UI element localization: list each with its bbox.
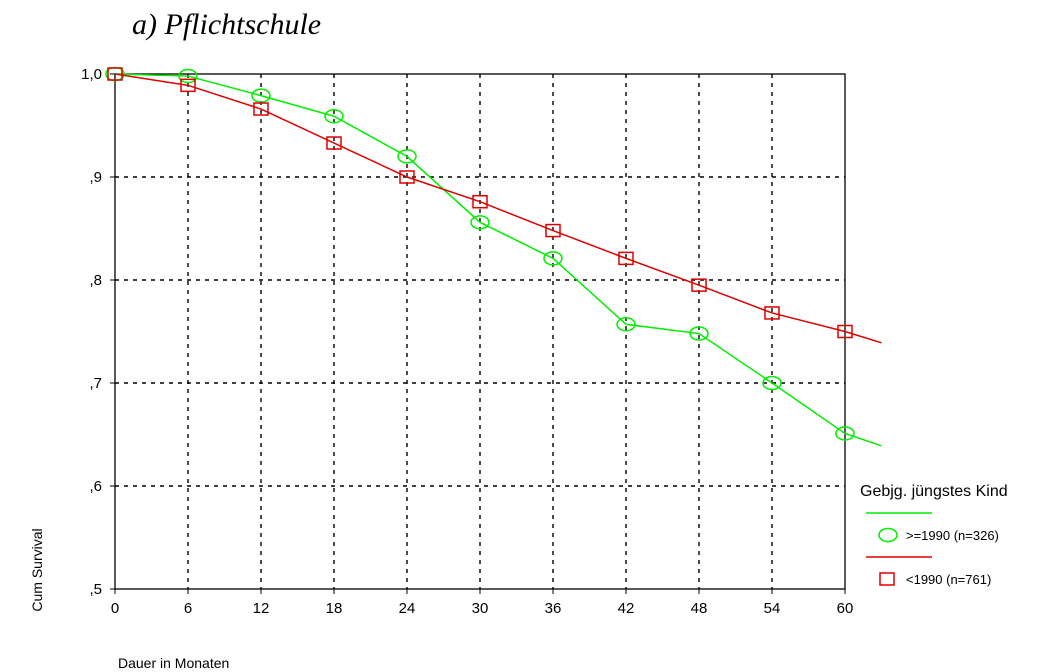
legend-label: >=1990 (n=326) [906, 528, 999, 543]
data-point-circle [543, 251, 563, 266]
x-tick-label: 30 [472, 600, 489, 617]
data-point-square [691, 278, 707, 292]
x-tick-label: 18 [326, 600, 343, 617]
data-point-square [253, 102, 269, 116]
y-axis-title: Cum Survival [29, 528, 45, 611]
y-tick-label: ,7 [89, 375, 102, 392]
x-tick-label: 48 [691, 600, 708, 617]
series-line [114, 73, 882, 344]
x-axis-title: Dauer in Monaten [118, 655, 229, 671]
data-point-circle [835, 426, 855, 441]
x-tick-label: 54 [764, 600, 781, 617]
data-point-circle [178, 68, 198, 84]
series-line [114, 73, 882, 447]
data-point-square [180, 78, 196, 93]
y-tick-label: ,9 [89, 169, 102, 186]
data-point-square [764, 306, 780, 320]
x-tick-label: 24 [399, 600, 416, 617]
data-point-circle [689, 326, 709, 341]
data-point-circle [470, 215, 490, 230]
y-tick-label: ,6 [89, 478, 102, 495]
y-tick-label: 1,0 [81, 66, 102, 83]
data-point-square [618, 251, 634, 266]
data-point-circle [616, 317, 636, 332]
data-point-circle [251, 88, 271, 103]
y-tick-label: ,8 [89, 272, 102, 289]
data-point-circle [762, 375, 782, 391]
x-tick-label: 12 [253, 600, 270, 617]
legend-label: <1990 (n=761) [906, 572, 991, 587]
legend: Gebjg. jüngstes Kind >=1990 (n=326) <1990… [860, 483, 1008, 587]
y-tick-labels: ,5 ,6 ,7 ,8 ,9 1,0 [81, 66, 115, 598]
data-point-circle [324, 108, 344, 124]
series-layer [105, 66, 882, 447]
series-ge1990 [105, 66, 882, 447]
data-point-square [545, 223, 561, 238]
x-tick-label: 60 [837, 600, 854, 617]
x-tick-label: 0 [111, 600, 119, 617]
x-tick-label: 6 [184, 600, 192, 617]
data-point-square [326, 136, 342, 150]
legend-marker-circle [878, 527, 898, 543]
data-point-square [837, 324, 853, 339]
series-lt1990 [107, 67, 882, 344]
x-tick-labels: 0 6 12 18 24 30 36 42 48 54 60 [111, 589, 854, 617]
y-tick-label: ,5 [89, 581, 102, 598]
plot-frame [114, 73, 846, 590]
legend-title: Gebjg. jüngstes Kind [860, 483, 1008, 500]
chart-title: a) Pflichtschule [132, 8, 322, 41]
grid-lines [115, 74, 845, 589]
data-point-square [472, 194, 488, 209]
legend-marker-square [879, 572, 895, 586]
data-point-square [399, 170, 415, 184]
x-tick-label: 36 [545, 600, 562, 617]
data-point-square [107, 67, 123, 81]
x-tick-label: 42 [618, 600, 635, 617]
data-point-circle [397, 149, 417, 164]
